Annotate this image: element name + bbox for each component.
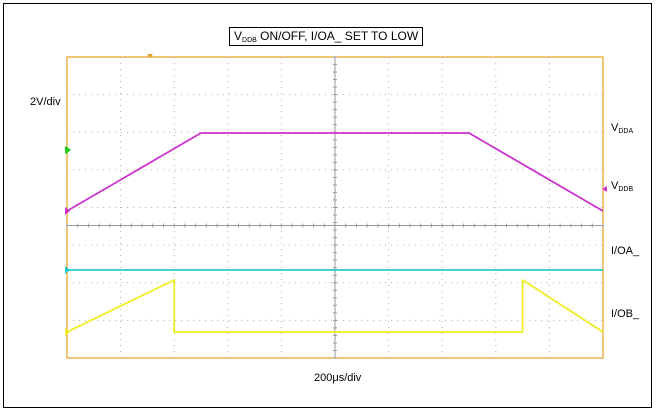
title-main: V xyxy=(234,29,243,43)
scope-grid xyxy=(66,54,604,359)
vdda-offset-marker xyxy=(66,146,71,154)
figure-frame xyxy=(3,3,652,408)
trigger-marker xyxy=(147,54,153,58)
series-label-iob: I/OB_ xyxy=(611,308,640,320)
scope-traces xyxy=(66,132,604,333)
trace-iob xyxy=(66,279,604,333)
series-label-vddb: VDDB xyxy=(611,180,634,193)
trace-ioa-ground-marker xyxy=(65,266,70,274)
trace-iob-ground-marker xyxy=(65,328,70,336)
time-per-div-label: 200μs/div xyxy=(314,372,362,384)
title-sub: DDB xyxy=(242,37,257,44)
scope-markers xyxy=(65,146,607,336)
volts-per-div-label: 2V/div xyxy=(30,96,61,108)
trace-vddb-ground-marker xyxy=(65,207,70,215)
title-rest: ON/OFF, I/OA_ SET TO LOW xyxy=(256,29,419,43)
trace-vddb xyxy=(66,132,604,212)
series-label-vdda: VDDA xyxy=(611,122,634,135)
series-label-ioa: I/OA_ xyxy=(611,245,640,257)
vddb-offset-marker xyxy=(602,186,607,192)
chart-title: VDDB ON/OFF, I/OA_ SET TO LOW xyxy=(229,27,424,46)
